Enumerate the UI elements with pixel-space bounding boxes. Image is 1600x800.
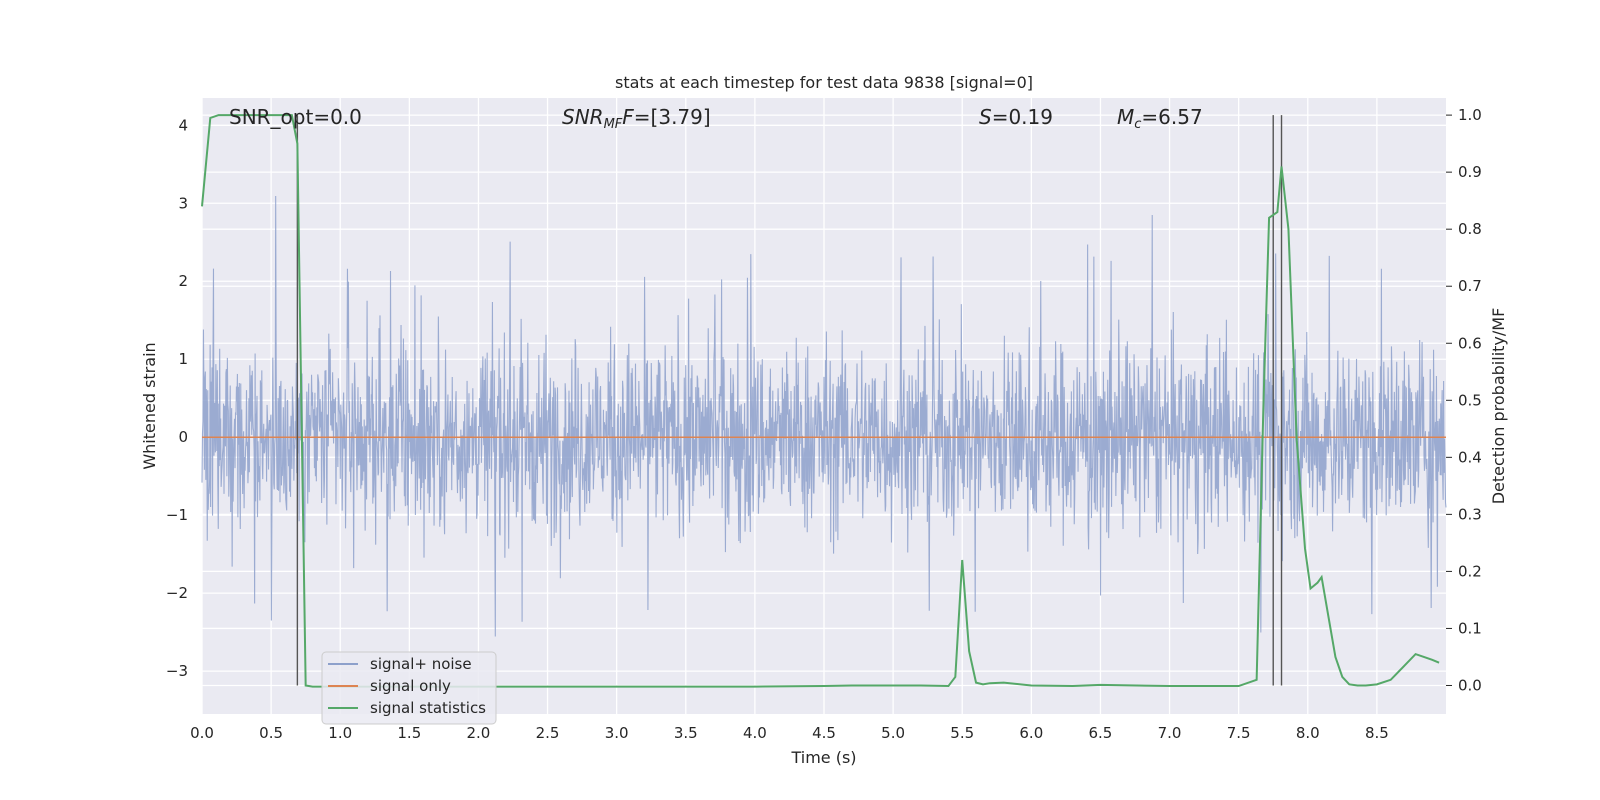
y-tick-label: 4 [178, 116, 188, 134]
y-tick-label: 3 [178, 194, 188, 212]
x-tick-label: 5.5 [950, 724, 974, 742]
y-tick-label: −1 [166, 506, 188, 524]
y-right-tick-label: 0.1 [1458, 619, 1482, 637]
annotation-snr-mf: SNRMFF=[3.79] [562, 105, 711, 132]
annotation-snr-opt: SNR_opt=0.0 [229, 105, 362, 129]
y-tick-label: 0 [178, 428, 188, 446]
y-right-tick-labels: 0.0 0.1 0.2 0.3 0.4 0.5 0.6 0.7 0.8 0.9 1.0 [1446, 106, 1482, 694]
y-right-tick-label: 1.0 [1458, 106, 1482, 124]
x-tick-label: 5.0 [881, 724, 905, 742]
y-right-tick-label: 0.6 [1458, 334, 1482, 352]
annotation-mc-value: =6.57 [1141, 105, 1202, 129]
x-tick-label: 7.5 [1227, 724, 1251, 742]
x-tick-label: 3.5 [674, 724, 698, 742]
legend-label-signal-noise: signal+ noise [370, 655, 472, 673]
y-right-tick-label: 0.9 [1458, 163, 1482, 181]
x-tick-label: 2.0 [467, 724, 491, 742]
x-tick-label: 4.0 [743, 724, 767, 742]
x-tick-label: 6.0 [1019, 724, 1043, 742]
x-tick-label: 3.0 [605, 724, 629, 742]
y-right-tick-label: 0.0 [1458, 676, 1482, 694]
y-tick-labels: −3 −2 −1 0 1 2 3 4 [166, 116, 188, 680]
x-tick-label: 6.5 [1089, 724, 1113, 742]
y-tick-label: −3 [166, 662, 188, 680]
x-tick-label: 1.5 [397, 724, 421, 742]
y-tick-label: 1 [178, 350, 188, 368]
annotation-s-value: =0.19 [992, 105, 1053, 129]
y-right-tick-label: 0.5 [1458, 391, 1482, 409]
x-tick-label: 8.0 [1296, 724, 1320, 742]
annotation-snr-mf-base: SNR [562, 105, 604, 129]
annotation-s-base: S [979, 105, 992, 129]
annotation-mc-sub: c [1134, 117, 1141, 132]
signal-noise-line [201, 195, 1447, 637]
x-tick-label: 8.5 [1365, 724, 1389, 742]
y-right-tick-label: 0.4 [1458, 448, 1482, 466]
y-right-axis-label: Detection probability/MF [1489, 308, 1508, 505]
signal-statistics-line [201, 114, 1440, 688]
annotation-snr-mf-f: F [622, 105, 634, 129]
y-right-tick-label: 0.7 [1458, 277, 1482, 295]
legend-box [321, 651, 497, 725]
y-right-tick-label: 0.8 [1458, 220, 1482, 238]
x-tick-label: 4.5 [812, 724, 836, 742]
y-right-tick-label: 0.3 [1458, 505, 1482, 523]
x-tick-label: 0.5 [259, 724, 283, 742]
annotation-mc-base: M [1117, 105, 1134, 129]
y-tick-label: 2 [178, 272, 188, 290]
series-signal-statistics [201, 114, 1440, 688]
x-tick-labels: 0.0 0.5 1.0 1.5 2.0 2.5 3.0 3.5 4.0 4.5 5.0 5.5 6.0 6… [190, 724, 1389, 742]
y-right-tick-label: 0.2 [1458, 562, 1482, 580]
y-tick-label: −2 [166, 584, 188, 602]
x-tick-label: 7.0 [1158, 724, 1182, 742]
chart-title: stats at each timestep for test data 983… [615, 73, 1033, 92]
x-axis-label: Time (s) [790, 748, 856, 767]
series-signal-noise [201, 195, 1447, 637]
annotation-s: S=0.19 [979, 105, 1053, 129]
y-axis-label: Whitened strain [140, 342, 159, 469]
legend: signal+ noise signal only signal statist… [321, 651, 497, 725]
annotation-snr-mf-sub: MF [604, 117, 623, 132]
annotation-mc: Mc=6.57 [1117, 105, 1203, 132]
annotation-snr-mf-value: =[3.79] [634, 105, 711, 129]
x-tick-label: 0.0 [190, 724, 214, 742]
x-tick-label: 2.5 [536, 724, 560, 742]
x-tick-label: 1.0 [328, 724, 352, 742]
legend-label-signal-only: signal only [370, 677, 451, 695]
vertical-markers [296, 115, 1283, 686]
legend-label-signal-statistics: signal statistics [370, 699, 486, 717]
